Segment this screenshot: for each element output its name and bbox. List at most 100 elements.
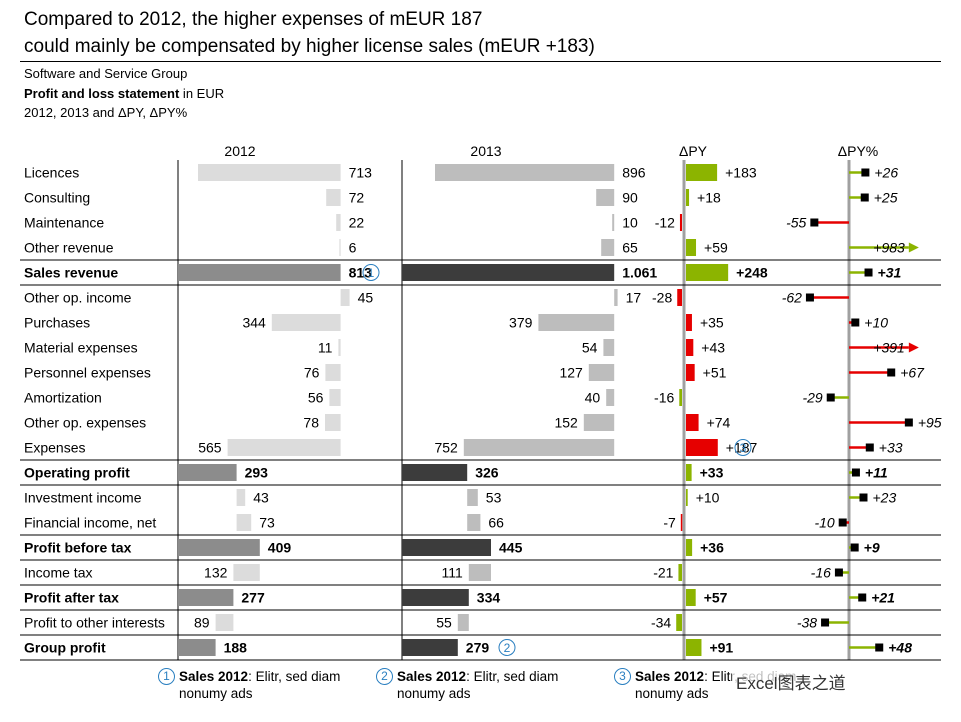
marker-2012-circle [362, 264, 380, 281]
chart-title-line-1: Compared to 2012, the higher expenses of… [24, 9, 483, 30]
bar-2013 [467, 514, 481, 531]
value-label-2012: 188 [224, 640, 248, 656]
value-label-delta: +51 [703, 365, 727, 381]
row-label: Profit after tax [24, 590, 119, 606]
bar-2012 [339, 239, 341, 256]
row-label: Licences [24, 165, 79, 181]
value-label-delta: -7 [663, 515, 676, 531]
row-label: Sales revenue [24, 265, 118, 281]
row-label: Profit to other interests [24, 615, 165, 631]
value-label-2013: 326 [475, 465, 499, 481]
pin-head-delta-pct [851, 318, 860, 327]
row-label: Financial income, net [24, 515, 156, 531]
value-label-2012: 72 [349, 190, 365, 206]
value-label-2013: 65 [622, 240, 638, 256]
value-label-delta-pct: +48 [888, 640, 912, 656]
statement-title-bold: Profit and loss statement [24, 86, 180, 101]
bar-2013 [588, 364, 615, 381]
value-label-delta-pct: +10 [864, 315, 888, 331]
bar-delta [686, 439, 718, 456]
marker-2012-number: 1 [368, 266, 375, 280]
bar-2013 [402, 464, 468, 481]
bar-2012 [340, 289, 350, 306]
bar-delta [686, 639, 702, 656]
pin-head-delta-pct [904, 418, 913, 427]
value-label-delta: +91 [709, 640, 733, 656]
bar-delta [679, 389, 682, 406]
pin-head-delta-pct [805, 293, 814, 302]
footnote-2-line2: nonumy ads [397, 686, 471, 701]
row-label: Other op. expenses [24, 415, 146, 431]
value-label-delta: +248 [736, 265, 768, 281]
value-label-delta-pct: +23 [872, 490, 896, 506]
bar-delta [679, 214, 682, 231]
bar-2012 [271, 314, 341, 331]
bar-2012 [178, 464, 237, 481]
value-label-2012: 76 [304, 365, 320, 381]
value-label-2013: 90 [622, 190, 638, 206]
row-label: Material expenses [24, 340, 138, 356]
row-label: Maintenance [24, 215, 104, 231]
bar-2013 [435, 164, 615, 181]
pin-head-delta-pct [875, 643, 884, 652]
footnote-3-marker: 3 [614, 668, 631, 685]
value-label-delta: +43 [701, 340, 725, 356]
column-header-3: ΔPY% [838, 143, 878, 159]
bar-2012 [326, 189, 341, 206]
row-label: Investment income [24, 490, 142, 506]
value-label-delta: +36 [700, 540, 724, 556]
row-label: Consulting [24, 190, 90, 206]
value-label-delta-pct: +33 [879, 440, 903, 456]
pin-head-delta-pct [860, 193, 869, 202]
row-label: Income tax [24, 565, 92, 581]
value-label-delta-pct: -38 [797, 615, 817, 631]
value-label-delta: +59 [704, 240, 728, 256]
value-label-2012: 293 [245, 465, 269, 481]
bar-2013 [402, 589, 469, 606]
bar-2013 [612, 214, 615, 231]
value-label-delta-pct: -62 [782, 290, 802, 306]
chart-title-line-2: could mainly be compensated by higher li… [24, 36, 595, 57]
pin-head-delta-pct [821, 618, 830, 627]
value-label-delta-pct: -10 [814, 515, 834, 531]
bar-2012 [329, 389, 341, 406]
value-label-delta: +57 [704, 590, 728, 606]
footnote-1-marker: 1 [158, 668, 175, 685]
row-label: Group profit [24, 640, 106, 656]
row-label: Amortization [24, 390, 102, 406]
value-label-2012: 78 [303, 415, 319, 431]
bar-2012 [236, 514, 252, 531]
value-label-delta-pct: +391 [873, 340, 905, 356]
value-label-delta: +10 [696, 490, 720, 506]
pin-head-delta-pct [865, 443, 874, 452]
title-divider [20, 61, 941, 62]
bar-2012 [178, 639, 216, 656]
value-label-2012: 43 [253, 490, 269, 506]
value-label-delta-pct: +11 [865, 465, 888, 481]
bar-delta [680, 514, 683, 531]
bar-2012 [233, 564, 260, 581]
bar-2013 [596, 189, 615, 206]
marker-delta-number: 3 [740, 441, 747, 455]
bar-delta [686, 414, 699, 431]
bar-delta [686, 464, 692, 481]
value-label-delta: -16 [654, 390, 674, 406]
footnote-3-bold: Sales 2012 [635, 669, 705, 684]
value-label-2013: 1.061 [622, 265, 657, 281]
value-label-delta-pct: +983 [873, 240, 905, 256]
value-label-2012: 132 [204, 565, 228, 581]
value-label-delta: -28 [652, 290, 672, 306]
value-label-2013: 66 [488, 515, 504, 531]
pin-head-delta-pct [838, 518, 847, 527]
marker-delta-circle [734, 439, 752, 456]
bar-2013 [606, 389, 615, 406]
bar-delta [686, 364, 695, 381]
bar-2012 [236, 489, 246, 506]
row-label: Personnel expenses [24, 365, 151, 381]
value-label-2013: 379 [509, 315, 533, 331]
bar-2013 [603, 339, 615, 356]
value-label-2012: 11 [318, 340, 333, 356]
bar-delta [686, 489, 688, 506]
bar-2012 [227, 439, 341, 456]
value-label-2013: 40 [585, 390, 601, 406]
